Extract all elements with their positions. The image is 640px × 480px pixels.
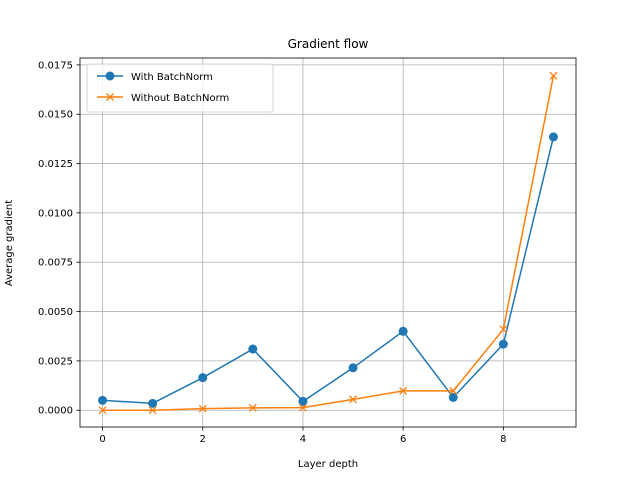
series-line-with-batchnorm [102,136,555,405]
plot-series [98,71,558,415]
y-tick-label: 0.0150 [38,110,73,121]
data-point [399,386,408,395]
y-tick-label: 0.0000 [38,406,73,417]
data-point [198,404,207,413]
y-tick-label: 0.0025 [38,356,73,367]
series-with-batchnorm [98,132,558,408]
legend-label: With BatchNorm [131,72,213,83]
series-without-batchnorm [98,71,558,415]
data-point [448,392,458,402]
x-tick-label: 6 [400,434,406,445]
data-point [248,344,258,354]
data-point [348,363,358,373]
series-line-without-batchnorm [102,75,555,411]
y-axis-label: Average gradient [4,200,15,286]
data-point [98,395,108,405]
legend-marker [106,93,114,101]
y-axis-ticks: 0.0000 0.0025 0.0050 0.0075 0.0100 0.0125 0.01… [38,60,80,417]
data-point [198,373,208,383]
data-point [398,326,408,336]
data-point [499,325,508,334]
axes-frame [79,57,577,428]
x-tick-label: 0 [99,434,105,445]
x-axis-ticks: 0 2 4 6 8 [99,427,507,445]
legend: With BatchNorm Without BatchNorm [86,63,274,113]
x-tick-label: 2 [200,434,206,445]
legend-marker [105,71,115,81]
x-tick-label: 8 [500,434,506,445]
data-point [148,406,157,415]
y-tick-label: 0.0125 [38,159,73,170]
legend-item: Without BatchNorm [97,93,229,104]
data-point [148,398,158,408]
y-tick-label: 0.0100 [38,208,73,219]
data-point [498,339,508,349]
y-tick-label: 0.0175 [38,60,73,71]
legend-item: With BatchNorm [97,71,213,83]
grid [80,58,576,427]
data-point [298,403,307,412]
data-point [449,386,458,395]
data-point [548,132,558,142]
y-tick-label: 0.0075 [38,258,73,269]
x-tick-label: 4 [300,434,306,445]
y-tick-label: 0.0050 [38,307,73,318]
data-point [98,406,107,415]
x-axis-label: Layer depth [298,459,358,470]
data-point [349,395,358,404]
data-point [549,71,558,80]
legend-box [86,63,274,113]
chart-title: Gradient flow [288,37,369,51]
data-point [248,403,257,412]
legend-label: Without BatchNorm [131,93,229,104]
data-point [298,396,308,406]
